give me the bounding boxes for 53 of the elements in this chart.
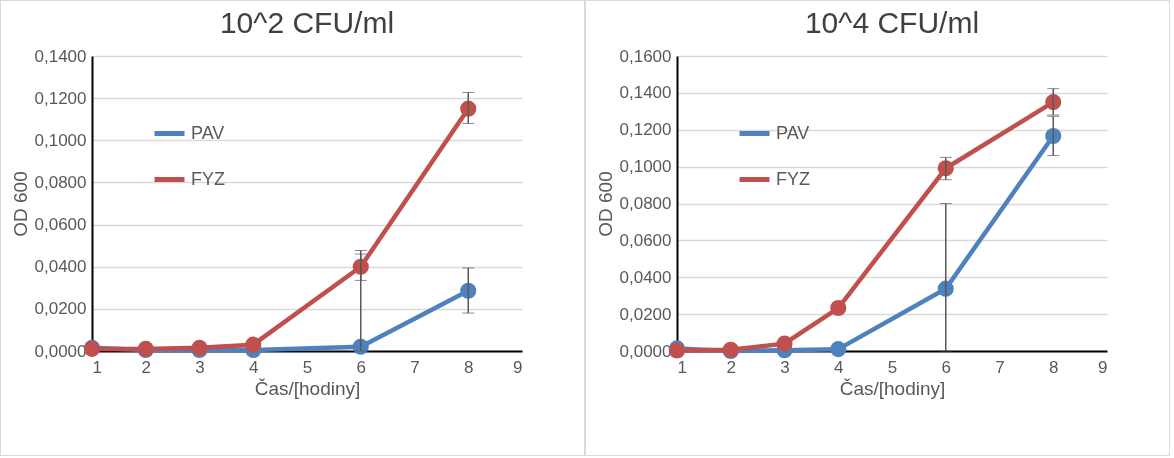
- y-tick-label: 0,1200: [619, 120, 672, 140]
- chart-title: 10^4 CFU/ml: [804, 6, 980, 39]
- x-axis-title: Čas/[hodiny]: [839, 377, 946, 399]
- y-tick-label: 0,0200: [619, 304, 672, 324]
- point: [830, 299, 847, 317]
- legend-label: PAV: [191, 122, 225, 143]
- point: [460, 282, 477, 299]
- point: [460, 100, 477, 117]
- y-tick-label: 0,1000: [34, 130, 87, 150]
- y-axis-title: OD 600: [9, 171, 31, 237]
- y-tick-label: 0,1600: [619, 46, 672, 66]
- x-tick-label: 5: [887, 357, 898, 377]
- x-tick-label: 2: [141, 357, 151, 377]
- x-tick-label: 3: [195, 357, 205, 377]
- x-tick-label: 2: [726, 357, 736, 377]
- y-tick-label: 0,0800: [34, 172, 87, 192]
- x-tick-label: 4: [834, 357, 844, 377]
- chart-title: 10^2 CFU/ml: [219, 6, 395, 39]
- y-tick-label: 0,1200: [34, 88, 87, 108]
- x-axis-title: Čas/[hodiny]: [254, 377, 361, 399]
- y-tick-label: 0,1400: [34, 46, 87, 66]
- y-axis-title: OD 600: [594, 171, 616, 237]
- x-tick-label: 6: [356, 357, 366, 377]
- y-tick-label: 0,0200: [34, 299, 87, 319]
- legend-label: FYZ: [191, 168, 225, 189]
- x-tick-label: 5: [302, 357, 313, 377]
- y-tick-label: 0,0800: [619, 194, 672, 213]
- x-tick-label: 6: [941, 357, 951, 377]
- x-tick-label: 1: [677, 357, 687, 377]
- x-tick-label: 8: [464, 357, 474, 377]
- point: [776, 335, 793, 352]
- y-tick-label: 0,1400: [619, 83, 672, 103]
- x-tick-label: 7: [995, 357, 1005, 377]
- y-tick-label: 0,0000: [619, 341, 672, 361]
- point: [1045, 127, 1062, 145]
- x-tick-label: 8: [1049, 357, 1059, 377]
- x-tick-label: 3: [780, 357, 790, 377]
- x-tick-label: 1: [92, 357, 102, 377]
- y-tick-label: 0,0400: [34, 257, 87, 277]
- x-tick-label: 7: [410, 357, 420, 377]
- y-tick-label: 0,1000: [619, 157, 672, 177]
- legend-label: FYZ: [776, 168, 810, 189]
- x-tick-label: 9: [513, 357, 523, 377]
- point: [830, 341, 847, 358]
- x-tick-label: 4: [249, 357, 259, 377]
- y-tick-label: 0,0600: [619, 230, 672, 250]
- point: [245, 336, 262, 353]
- y-tick-label: 0,0600: [34, 215, 87, 235]
- y-tick-label: 0,0400: [619, 267, 672, 287]
- point: [1045, 94, 1062, 111]
- legend-label: PAV: [776, 122, 810, 143]
- x-tick-label: 9: [1098, 357, 1108, 377]
- y-tick-label: 0,0000: [34, 341, 87, 361]
